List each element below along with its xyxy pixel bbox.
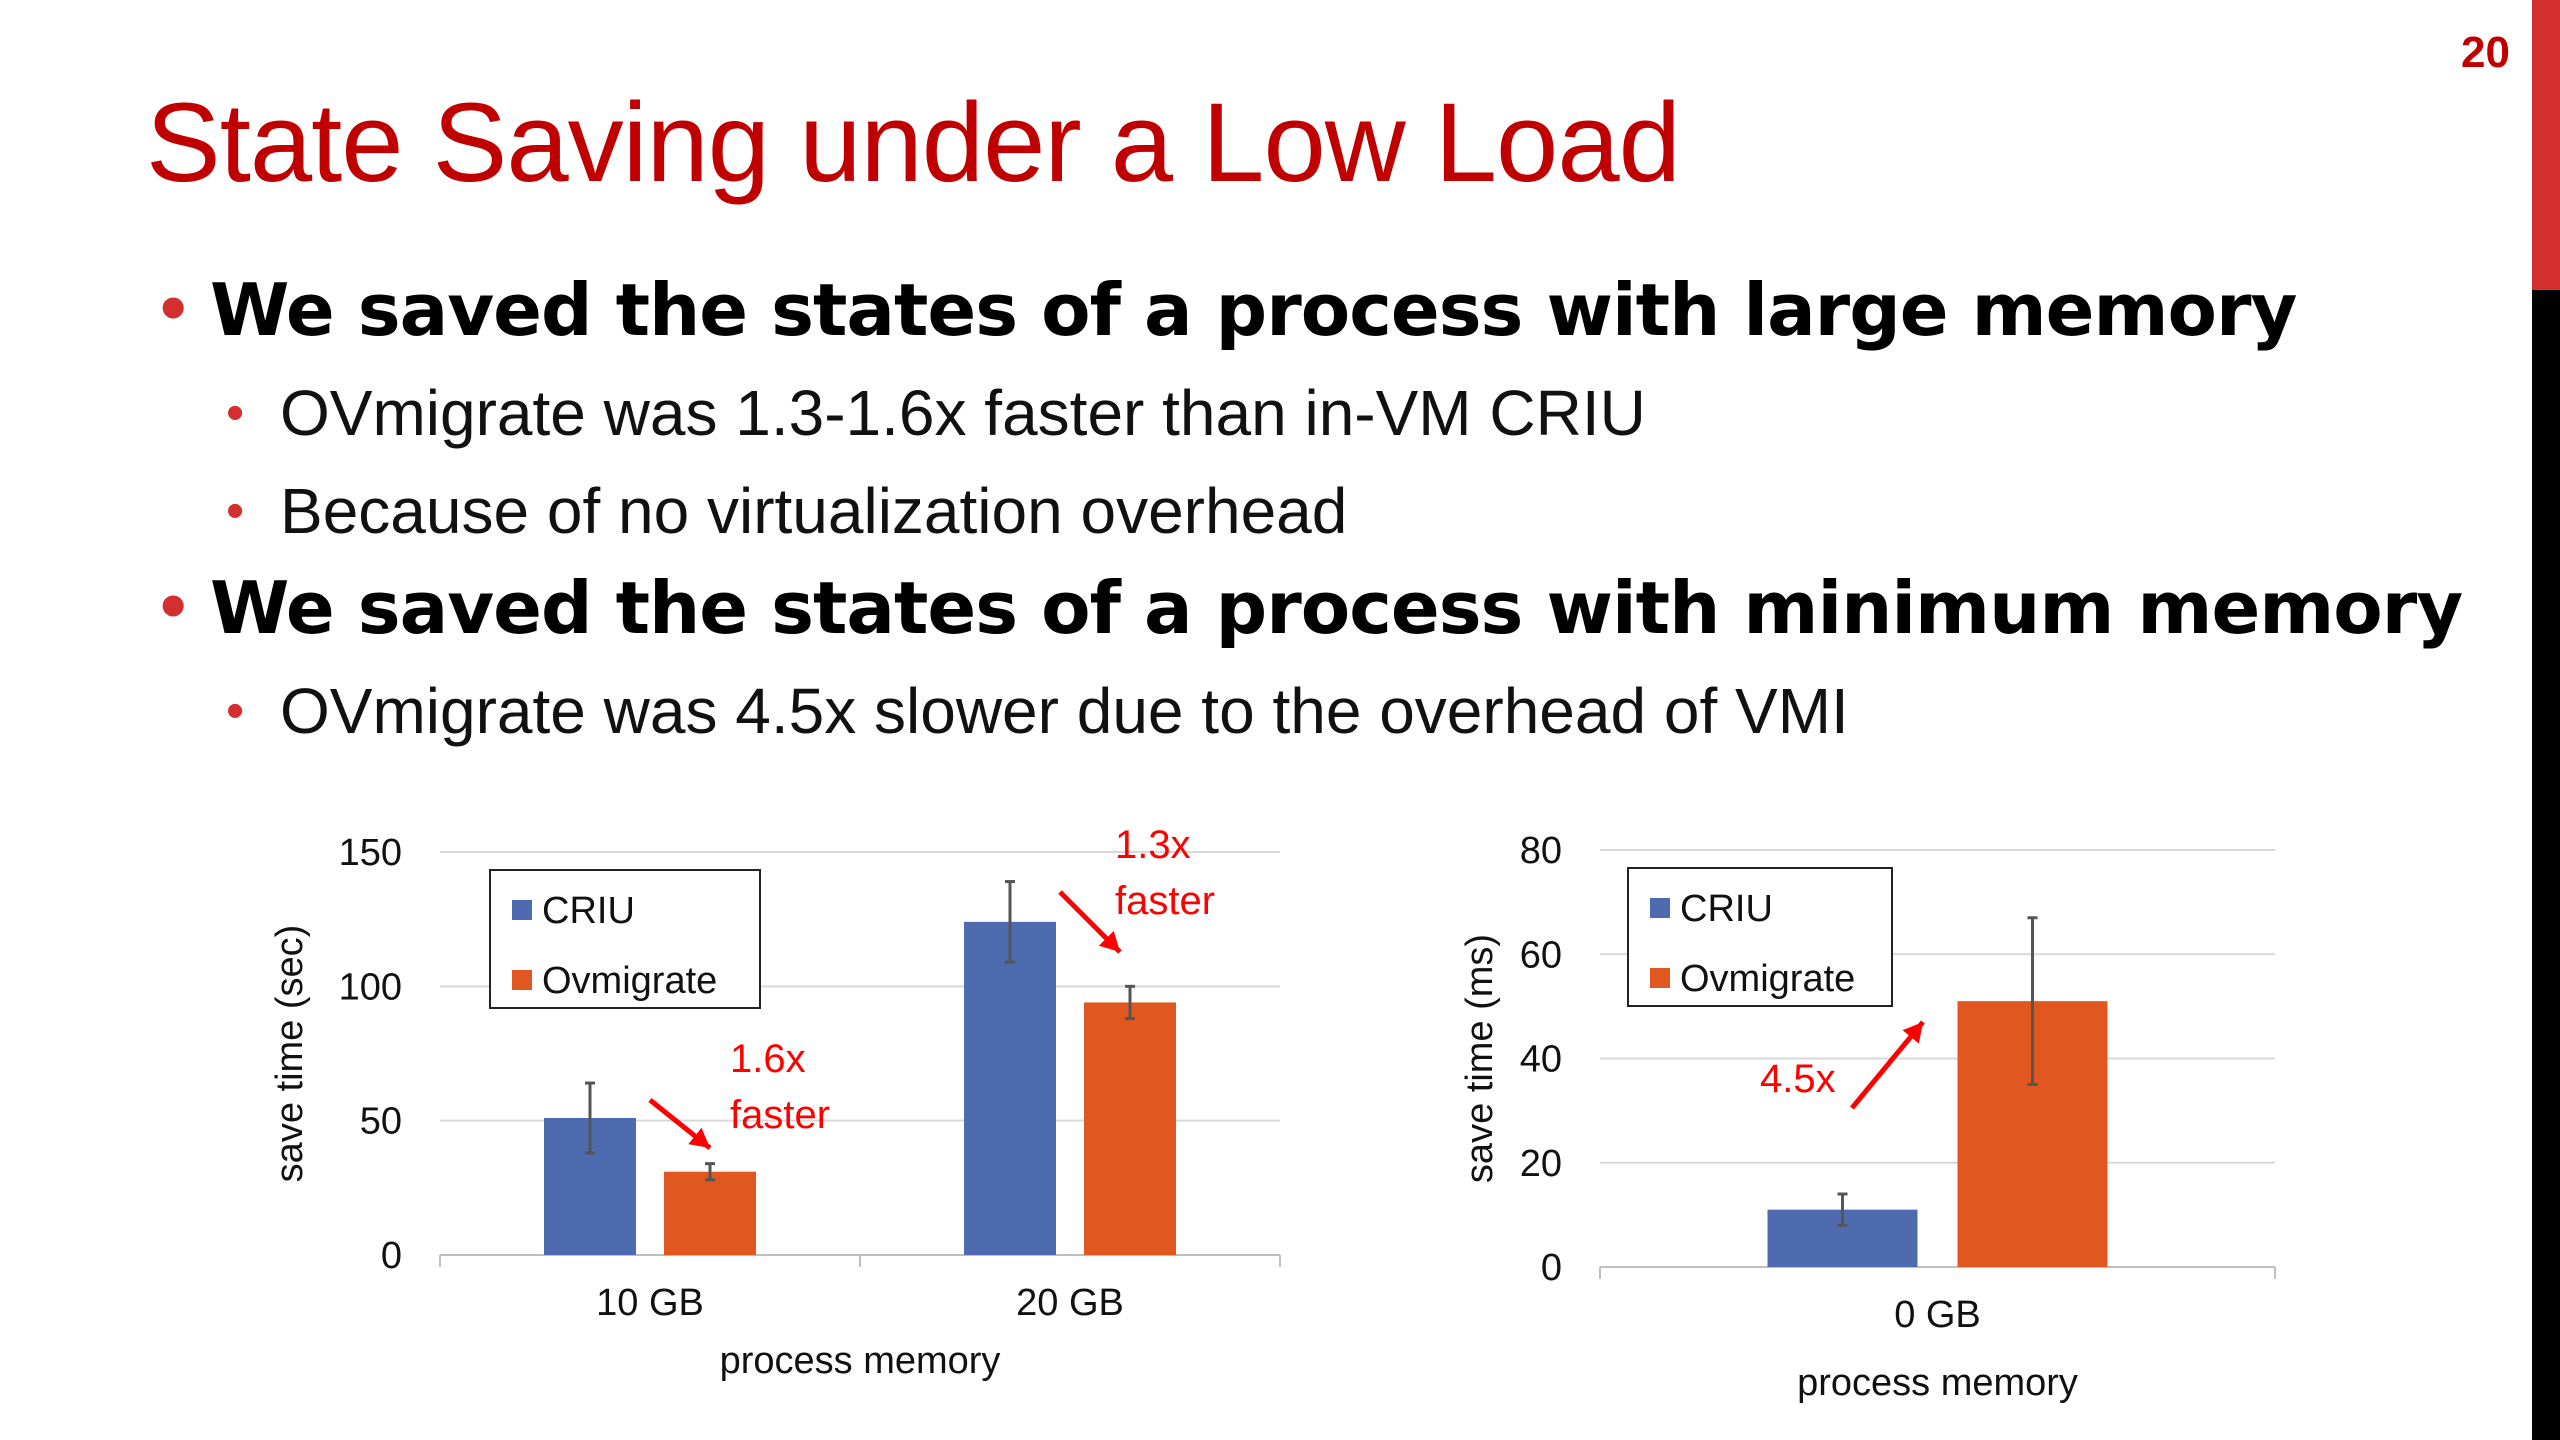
annotation-arrow-head: [1902, 1022, 1923, 1044]
x-category-label: 20 GB: [1016, 1282, 1124, 1324]
x-category-label: 0 GB: [1894, 1294, 1981, 1336]
bullet-icon: •: [226, 384, 245, 442]
annotation-text: 4.5x: [1760, 1057, 1836, 1101]
legend-label-ovmigrate: Ovmigrate: [1680, 958, 1855, 1000]
y-tick-label: 60: [1520, 934, 1562, 976]
x-category-label: 10 GB: [596, 1282, 704, 1324]
bar-ovmigrate-10gb: [664, 1171, 756, 1255]
chart-large-memory: 0 50 100 150 10 GB 20 GB process memory save ti…: [269, 823, 1281, 1382]
bullet-icon: •: [154, 275, 192, 345]
annotation-text: faster: [1115, 879, 1215, 923]
legend-label-criu: CRIU: [542, 890, 635, 932]
y-tick-label: 0: [381, 1235, 402, 1277]
annotation-arrow-head: [1098, 930, 1120, 952]
bar-ovmigrate-20gb: [1084, 1002, 1176, 1255]
slide-title: State Saving under a Low Load: [146, 80, 1681, 205]
bullet-list: • We saved the states of a process with l…: [150, 262, 2500, 760]
sub-bullet-item: • OVmigrate was 1.3-1.6x faster than in-V…: [150, 364, 2500, 462]
y-tick-label: 150: [339, 832, 402, 874]
y-tick-label: 100: [339, 966, 402, 1008]
bullet-text: OVmigrate was 4.5x slower due to the ove…: [280, 675, 1849, 747]
legend-label-ovmigrate: Ovmigrate: [542, 960, 717, 1002]
y-tick-label: 0: [1541, 1247, 1562, 1289]
bullet-text: We saved the states of a process with mi…: [210, 566, 2463, 650]
bullet-icon: •: [226, 682, 245, 740]
bullet-item: • We saved the states of a process with l…: [150, 262, 2500, 358]
x-axis-title: process memory: [720, 1340, 1001, 1382]
annotation-arrow-head: [688, 1127, 710, 1148]
legend-swatch-ovmigrate: [1650, 968, 1670, 988]
chart-minimum-memory: 0 20 40 60 80 0 GB process memory save time (ms…: [1459, 830, 2276, 1404]
sub-bullet-item: • OVmigrate was 4.5x slower due to the ov…: [150, 662, 2500, 760]
legend-swatch-criu: [1650, 898, 1670, 918]
bullet-text: Because of no virtualization overhead: [280, 475, 1348, 547]
sub-bullet-item: • Because of no virtualization overhead: [150, 462, 2500, 560]
x-axis-title: process memory: [1797, 1362, 2078, 1404]
legend-swatch-ovmigrate: [512, 970, 532, 990]
bullet-icon: •: [154, 573, 192, 643]
bullet-text: OVmigrate was 1.3-1.6x faster than in-VM…: [280, 377, 1646, 449]
accent-bar-black: [2532, 290, 2560, 1440]
legend-label-criu: CRIU: [1680, 888, 1773, 930]
accent-bar-red: [2532, 0, 2560, 290]
y-tick-label: 40: [1520, 1039, 1562, 1081]
page-number: 20: [2461, 28, 2510, 77]
annotation-text: faster: [730, 1093, 830, 1137]
y-axis-title: save time (ms): [1459, 934, 1501, 1183]
annotation-text: 1.6x: [730, 1037, 806, 1081]
bullet-icon: •: [226, 482, 245, 540]
legend-swatch-criu: [512, 900, 532, 920]
y-axis-title: save time (sec): [269, 925, 311, 1183]
y-tick-label: 20: [1520, 1143, 1562, 1185]
bar-criu-20gb: [964, 921, 1056, 1255]
y-tick-label: 50: [360, 1101, 402, 1143]
annotation-text: 1.3x: [1115, 823, 1191, 867]
y-tick-label: 80: [1520, 830, 1562, 872]
legend-box: [489, 869, 761, 1009]
bullet-text: We saved the states of a process with la…: [210, 268, 2297, 352]
bullet-item: • We saved the states of a process with m…: [150, 560, 2500, 656]
legend-box: [1627, 867, 1893, 1007]
